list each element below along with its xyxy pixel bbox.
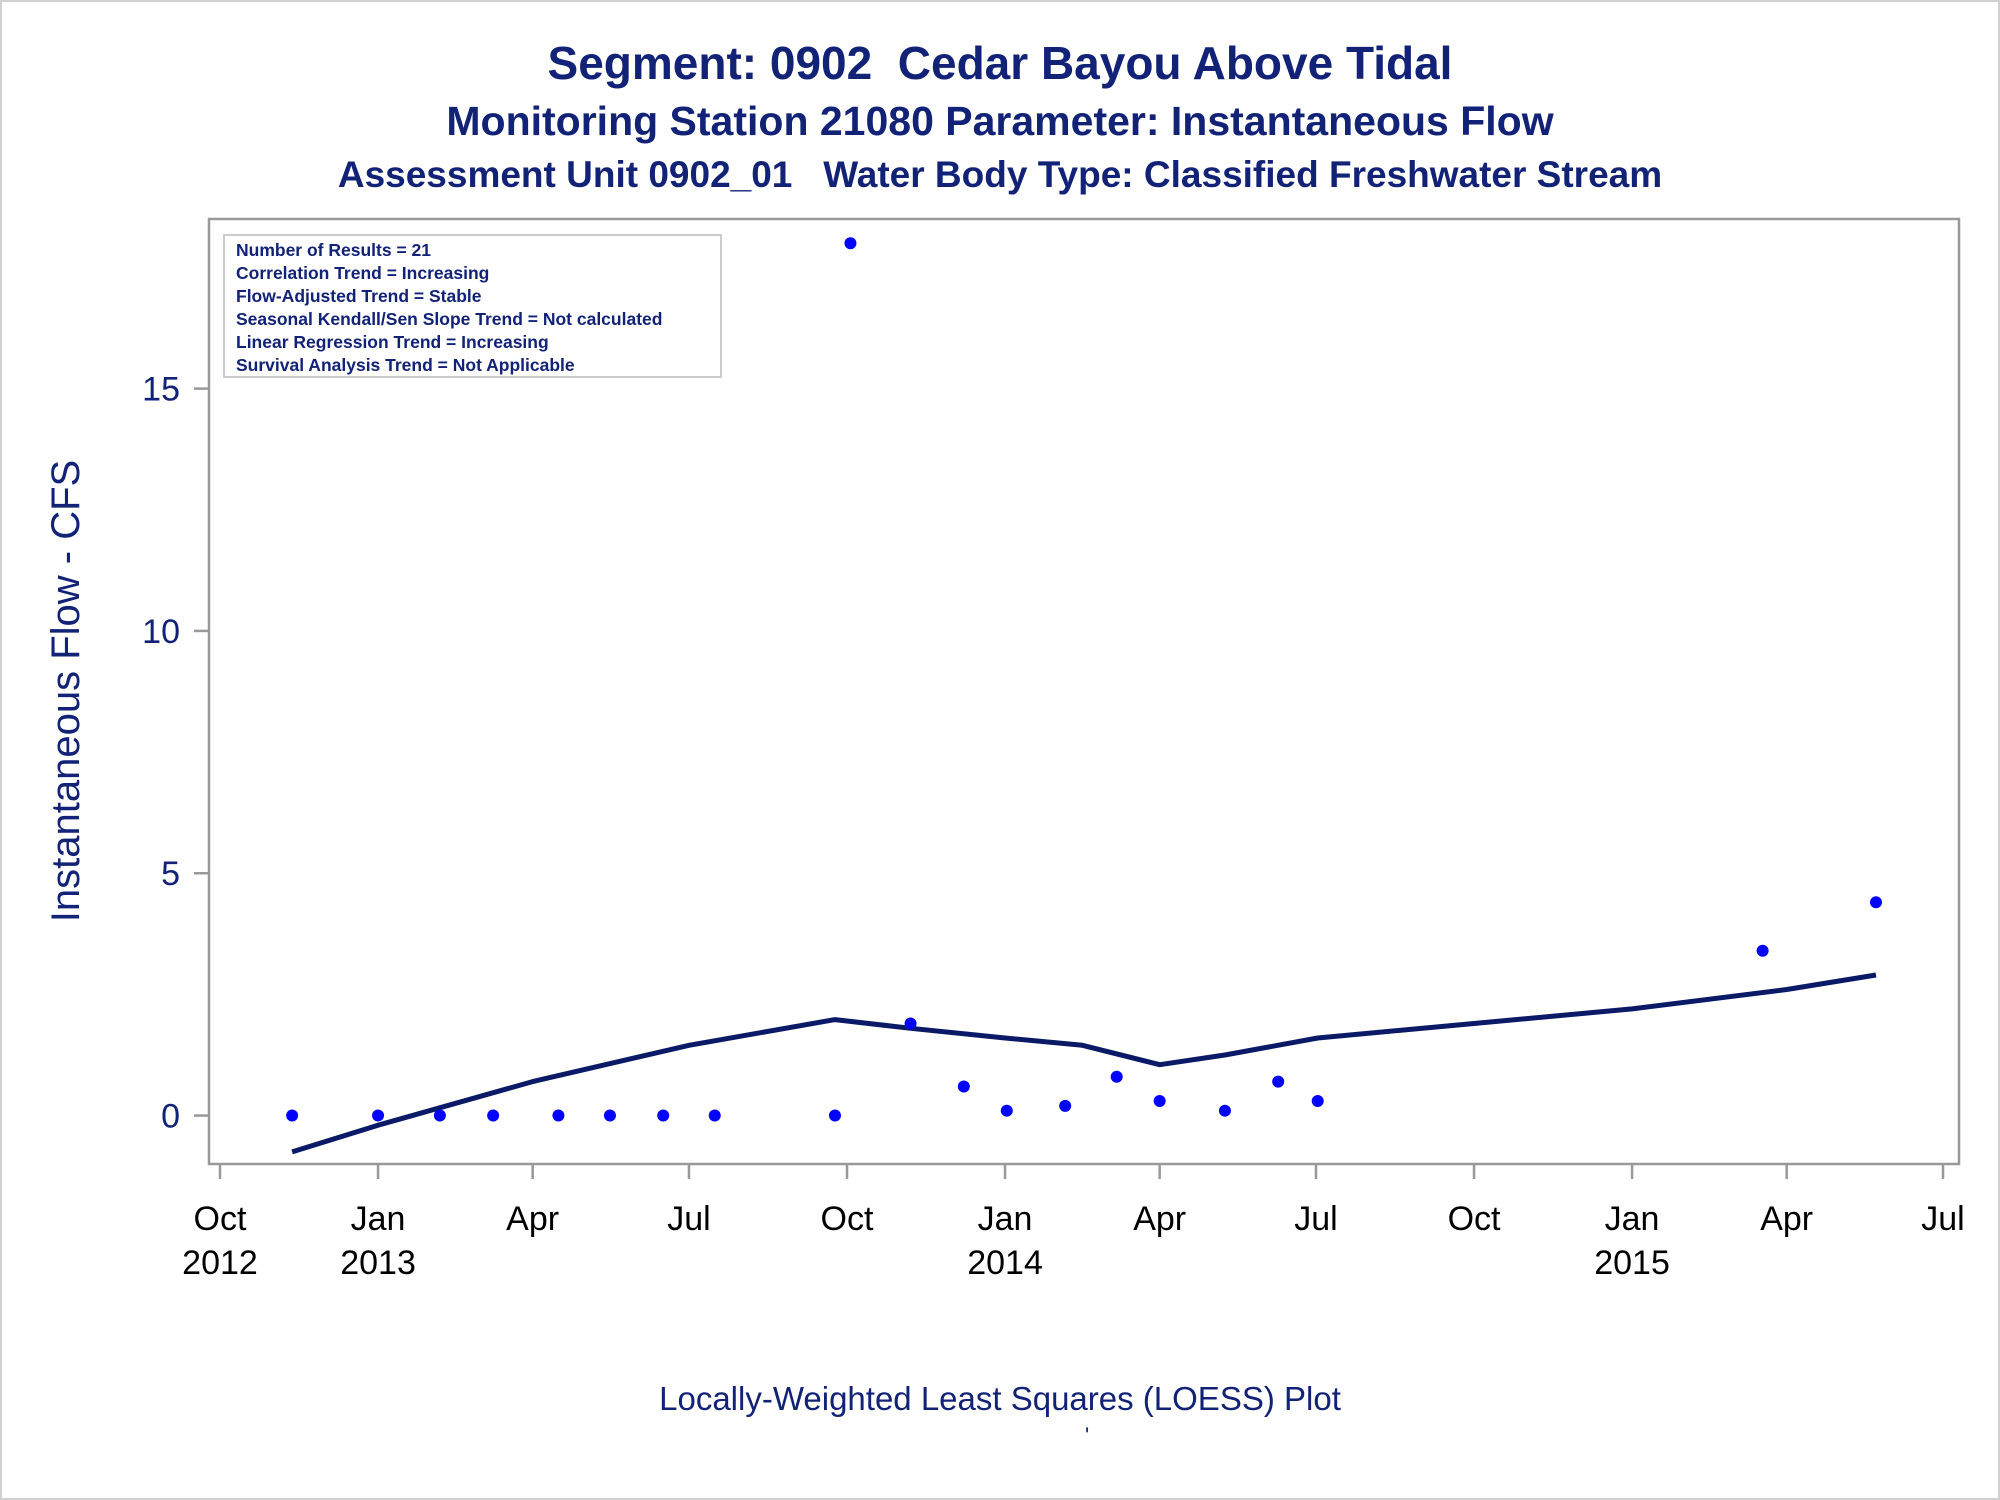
data-point: [1311, 1095, 1324, 1107]
data-point: [1870, 896, 1883, 909]
footnote-mark: ': [1085, 1423, 1090, 1448]
x-tick-label: 2015: [1594, 1244, 1670, 1282]
stats-line: Number of Results = 21: [236, 240, 431, 260]
loess-curve: [291, 972, 1877, 1155]
x-tick-label: 2013: [340, 1244, 416, 1282]
data-point: [603, 1109, 616, 1122]
footnote: Locally-Weighted Least Squares (LOESS) P…: [659, 1380, 1341, 1417]
x-tick-label: Apr: [506, 1200, 559, 1238]
x-tick-label: Jul: [1921, 1200, 1964, 1238]
x-tick-label: Oct: [821, 1200, 874, 1238]
data-point: [286, 1109, 299, 1122]
y-axis: 0 5 10 15: [142, 371, 209, 1136]
x-tick-label: Jul: [1294, 1200, 1337, 1238]
chart-subtitle-assessment: Assessment Unit 0902_01 Water Body Type:…: [337, 154, 1663, 195]
stats-line: Correlation Trend = Increasing: [236, 263, 489, 283]
data-point: [708, 1109, 721, 1122]
stats-box-border: [223, 234, 722, 378]
data-point: [1272, 1075, 1285, 1088]
x-tick-label: Jan: [351, 1200, 406, 1238]
data-point: [552, 1109, 565, 1122]
data-point: [487, 1109, 500, 1122]
data-point: [828, 1109, 841, 1122]
x-tick-label: Jan: [1605, 1200, 1660, 1238]
y-axis-label: Instantaneous Flow - CFS: [44, 460, 88, 922]
stats-line: Linear Regression Trend = Increasing: [236, 332, 549, 352]
data-point: [1756, 944, 1769, 957]
data-point: [957, 1080, 970, 1093]
x-tick-label: 2012: [182, 1244, 258, 1282]
chart-subtitle-station: Monitoring Station 21080 Parameter: Inst…: [446, 98, 1554, 144]
x-tick-label: Apr: [1133, 1200, 1186, 1238]
data-points: [286, 237, 1883, 1122]
x-axis: Oct 2012 Jan 2013 Apr Jul Oct Jan 2014 Apr Jul Oct J…: [182, 1164, 1965, 1282]
data-point: [1000, 1104, 1013, 1117]
trend-stats-box: Number of Results = 21 Correlation Trend …: [223, 234, 722, 378]
y-tick-label: 0: [161, 1098, 180, 1136]
data-point: [844, 237, 857, 250]
data-point: [433, 1109, 446, 1122]
data-point: [1218, 1104, 1231, 1117]
y-tick-label: 10: [142, 613, 180, 651]
x-tick-label: Jul: [667, 1200, 710, 1238]
y-tick-label: 15: [142, 371, 180, 409]
stats-line: Survival Analysis Trend = Not Applicable: [236, 355, 575, 375]
data-point: [1059, 1099, 1072, 1112]
data-point: [1110, 1070, 1123, 1083]
data-point: [372, 1109, 385, 1122]
stats-line: Flow-Adjusted Trend = Stable: [236, 286, 482, 306]
chart-title: Segment: 0902 Cedar Bayou Above Tidal: [547, 37, 1453, 89]
y-tick-label: 5: [161, 855, 180, 893]
x-tick-label: Oct: [1448, 1200, 1501, 1238]
stats-line: Seasonal Kendall/Sen Slope Trend = Not c…: [236, 309, 662, 329]
x-tick-label: Jan: [978, 1200, 1033, 1238]
x-tick-label: 2014: [967, 1244, 1043, 1282]
x-tick-label: Oct: [194, 1200, 247, 1238]
data-point: [1153, 1095, 1166, 1107]
data-point: [904, 1017, 917, 1030]
x-tick-label: Apr: [1760, 1200, 1813, 1238]
data-point: [657, 1109, 670, 1122]
